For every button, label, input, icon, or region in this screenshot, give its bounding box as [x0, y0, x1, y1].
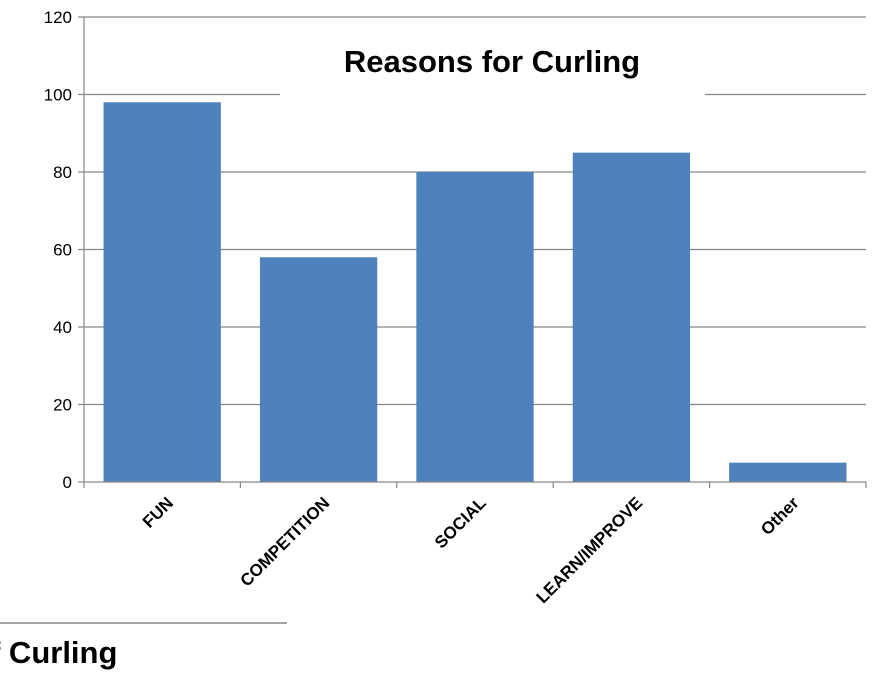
y-tick-labels: 0 20 40 60 80 100 120 — [44, 8, 72, 492]
x-tick-label: COMPETITION — [237, 493, 334, 590]
bar-learn-improve — [572, 152, 691, 482]
bar-competition — [259, 257, 378, 482]
bars — [103, 102, 847, 482]
bar-social — [416, 172, 534, 482]
y-tick-label: 100 — [44, 86, 72, 105]
axes — [78, 16, 867, 488]
y-tick-label: 0 — [63, 473, 72, 492]
y-tick-label: 40 — [53, 318, 72, 337]
bar-fun — [103, 102, 221, 482]
y-tick-label: 60 — [53, 241, 72, 260]
fragment-title: f Curling — [0, 635, 117, 670]
x-tick-labels: FUN COMPETITION SOCIAL LEARN/IMPROVE Other — [139, 493, 803, 607]
chart-title-background — [280, 30, 705, 100]
y-tick-label: 80 — [53, 163, 72, 182]
x-tick-label: Other — [757, 493, 803, 539]
x-tick-label: SOCIAL — [431, 493, 490, 552]
x-tick-label: LEARN/IMPROVE — [533, 493, 647, 607]
chart-title: Reasons for Curling — [344, 44, 640, 79]
y-tick-label: 120 — [44, 8, 72, 27]
bar-other — [729, 462, 847, 482]
y-tick-label: 20 — [53, 396, 72, 415]
x-tick-label: FUN — [139, 493, 177, 531]
